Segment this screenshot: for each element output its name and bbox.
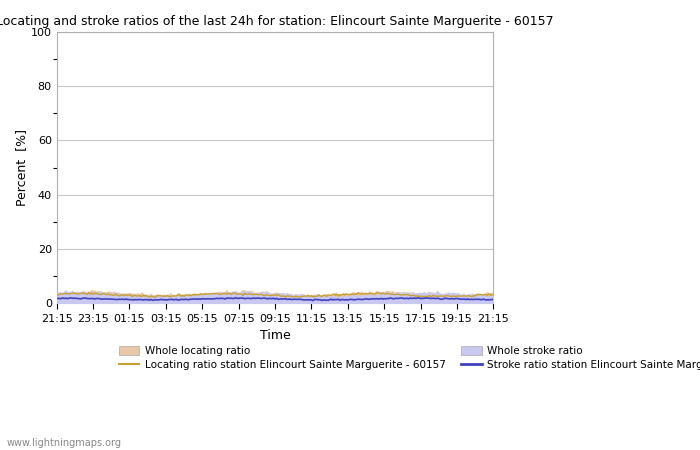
X-axis label: Time: Time	[260, 329, 290, 342]
Legend: Whole locating ratio, Locating ratio station Elincourt Sainte Marguerite - 60157: Whole locating ratio, Locating ratio sta…	[118, 346, 700, 370]
Title: Locating and stroke ratios of the last 24h for station: Elincourt Sainte Marguer: Locating and stroke ratios of the last 2…	[0, 15, 554, 28]
Y-axis label: Percent  [%]: Percent [%]	[15, 129, 28, 206]
Text: www.lightningmaps.org: www.lightningmaps.org	[7, 438, 122, 448]
